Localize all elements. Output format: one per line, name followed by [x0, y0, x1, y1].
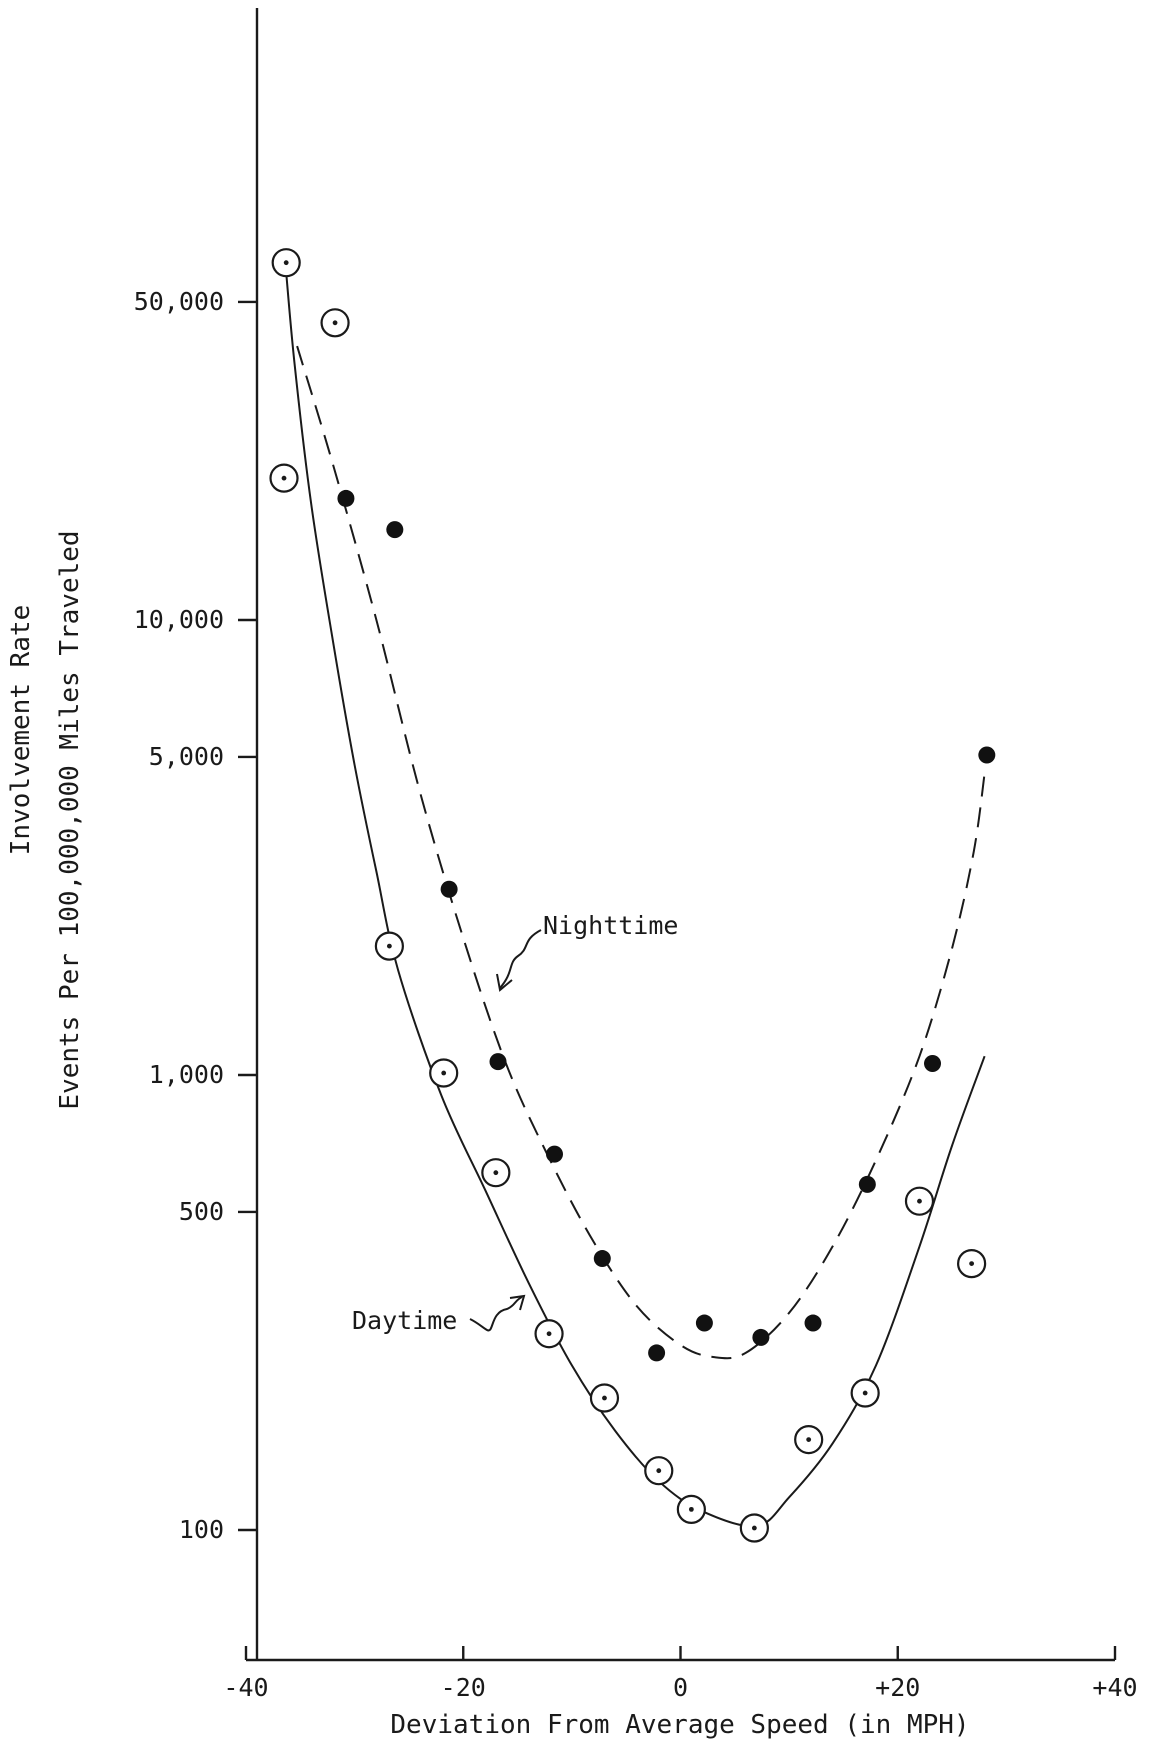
nighttime-point — [337, 489, 355, 507]
daytime-point — [320, 308, 350, 338]
daytime-point — [589, 1383, 620, 1413]
nighttime-curve — [296, 345, 986, 1360]
x-ticks: -40 -20 0 +20 +40 — [223, 1646, 1138, 1702]
y-axis-label-line-1: Involvement Rate — [6, 605, 36, 855]
nighttime-point — [489, 1053, 507, 1071]
y-tick-label: 500 — [179, 1197, 224, 1226]
nighttime-point — [978, 746, 996, 764]
nighttime-point — [804, 1314, 822, 1332]
x-tick-label: +20 — [875, 1673, 920, 1702]
x-tick-label: 0 — [673, 1673, 688, 1702]
daytime-point — [374, 931, 404, 961]
nighttime-point — [924, 1054, 942, 1072]
points — [269, 248, 996, 1543]
daytime-point — [850, 1378, 880, 1408]
y-tick-label: 5,000 — [149, 742, 224, 771]
daytime-point — [644, 1456, 674, 1486]
y-axis-label-line-2: Events Per 100,000,000 Miles Traveled — [55, 530, 85, 1109]
annotations: Nighttime Daytime — [352, 911, 678, 1335]
y-tick-label: 1,000 — [149, 1060, 224, 1089]
nighttime-point — [752, 1328, 770, 1346]
nighttime-point — [593, 1250, 611, 1268]
nighttime-arrow — [499, 929, 542, 989]
nighttime-point — [648, 1344, 666, 1362]
y-tick-label: 10,000 — [134, 605, 224, 634]
nighttime-point — [858, 1175, 876, 1193]
nighttime-point — [545, 1145, 563, 1163]
daytime-point — [271, 248, 301, 278]
nighttime-point — [695, 1314, 713, 1332]
y-tick-label: 100 — [179, 1515, 224, 1544]
daytime-point — [739, 1513, 769, 1543]
daytime-label: Daytime — [352, 1306, 457, 1335]
daytime-point — [794, 1425, 824, 1455]
daytime-point — [534, 1319, 564, 1349]
y-tick-label: 50,000 — [134, 287, 224, 316]
daytime-point — [676, 1494, 706, 1524]
x-tick-label: -40 — [223, 1673, 268, 1702]
daytime-arrow — [469, 1296, 523, 1332]
x-tick-label: -20 — [441, 1673, 486, 1702]
nighttime-label: Nighttime — [543, 911, 678, 940]
x-tick-label: +40 — [1092, 1673, 1137, 1702]
nighttime-point — [386, 521, 404, 539]
curves — [285, 272, 986, 1528]
daytime-point — [429, 1058, 459, 1088]
nighttime-arrowhead — [496, 973, 513, 992]
nighttime-point — [440, 880, 458, 898]
y-ticks: 50,000 10,000 5,000 1,000 500 100 — [134, 287, 257, 1544]
daytime-point — [269, 463, 299, 493]
daytime-arrowhead — [509, 1294, 526, 1311]
x-axis-label: Deviation From Average Speed (in MPH) — [390, 1710, 969, 1740]
axes — [246, 8, 1115, 1662]
daytime-point — [904, 1186, 935, 1216]
daytime-curve — [285, 272, 986, 1528]
daytime-point — [957, 1249, 987, 1279]
daytime-point — [481, 1158, 511, 1188]
